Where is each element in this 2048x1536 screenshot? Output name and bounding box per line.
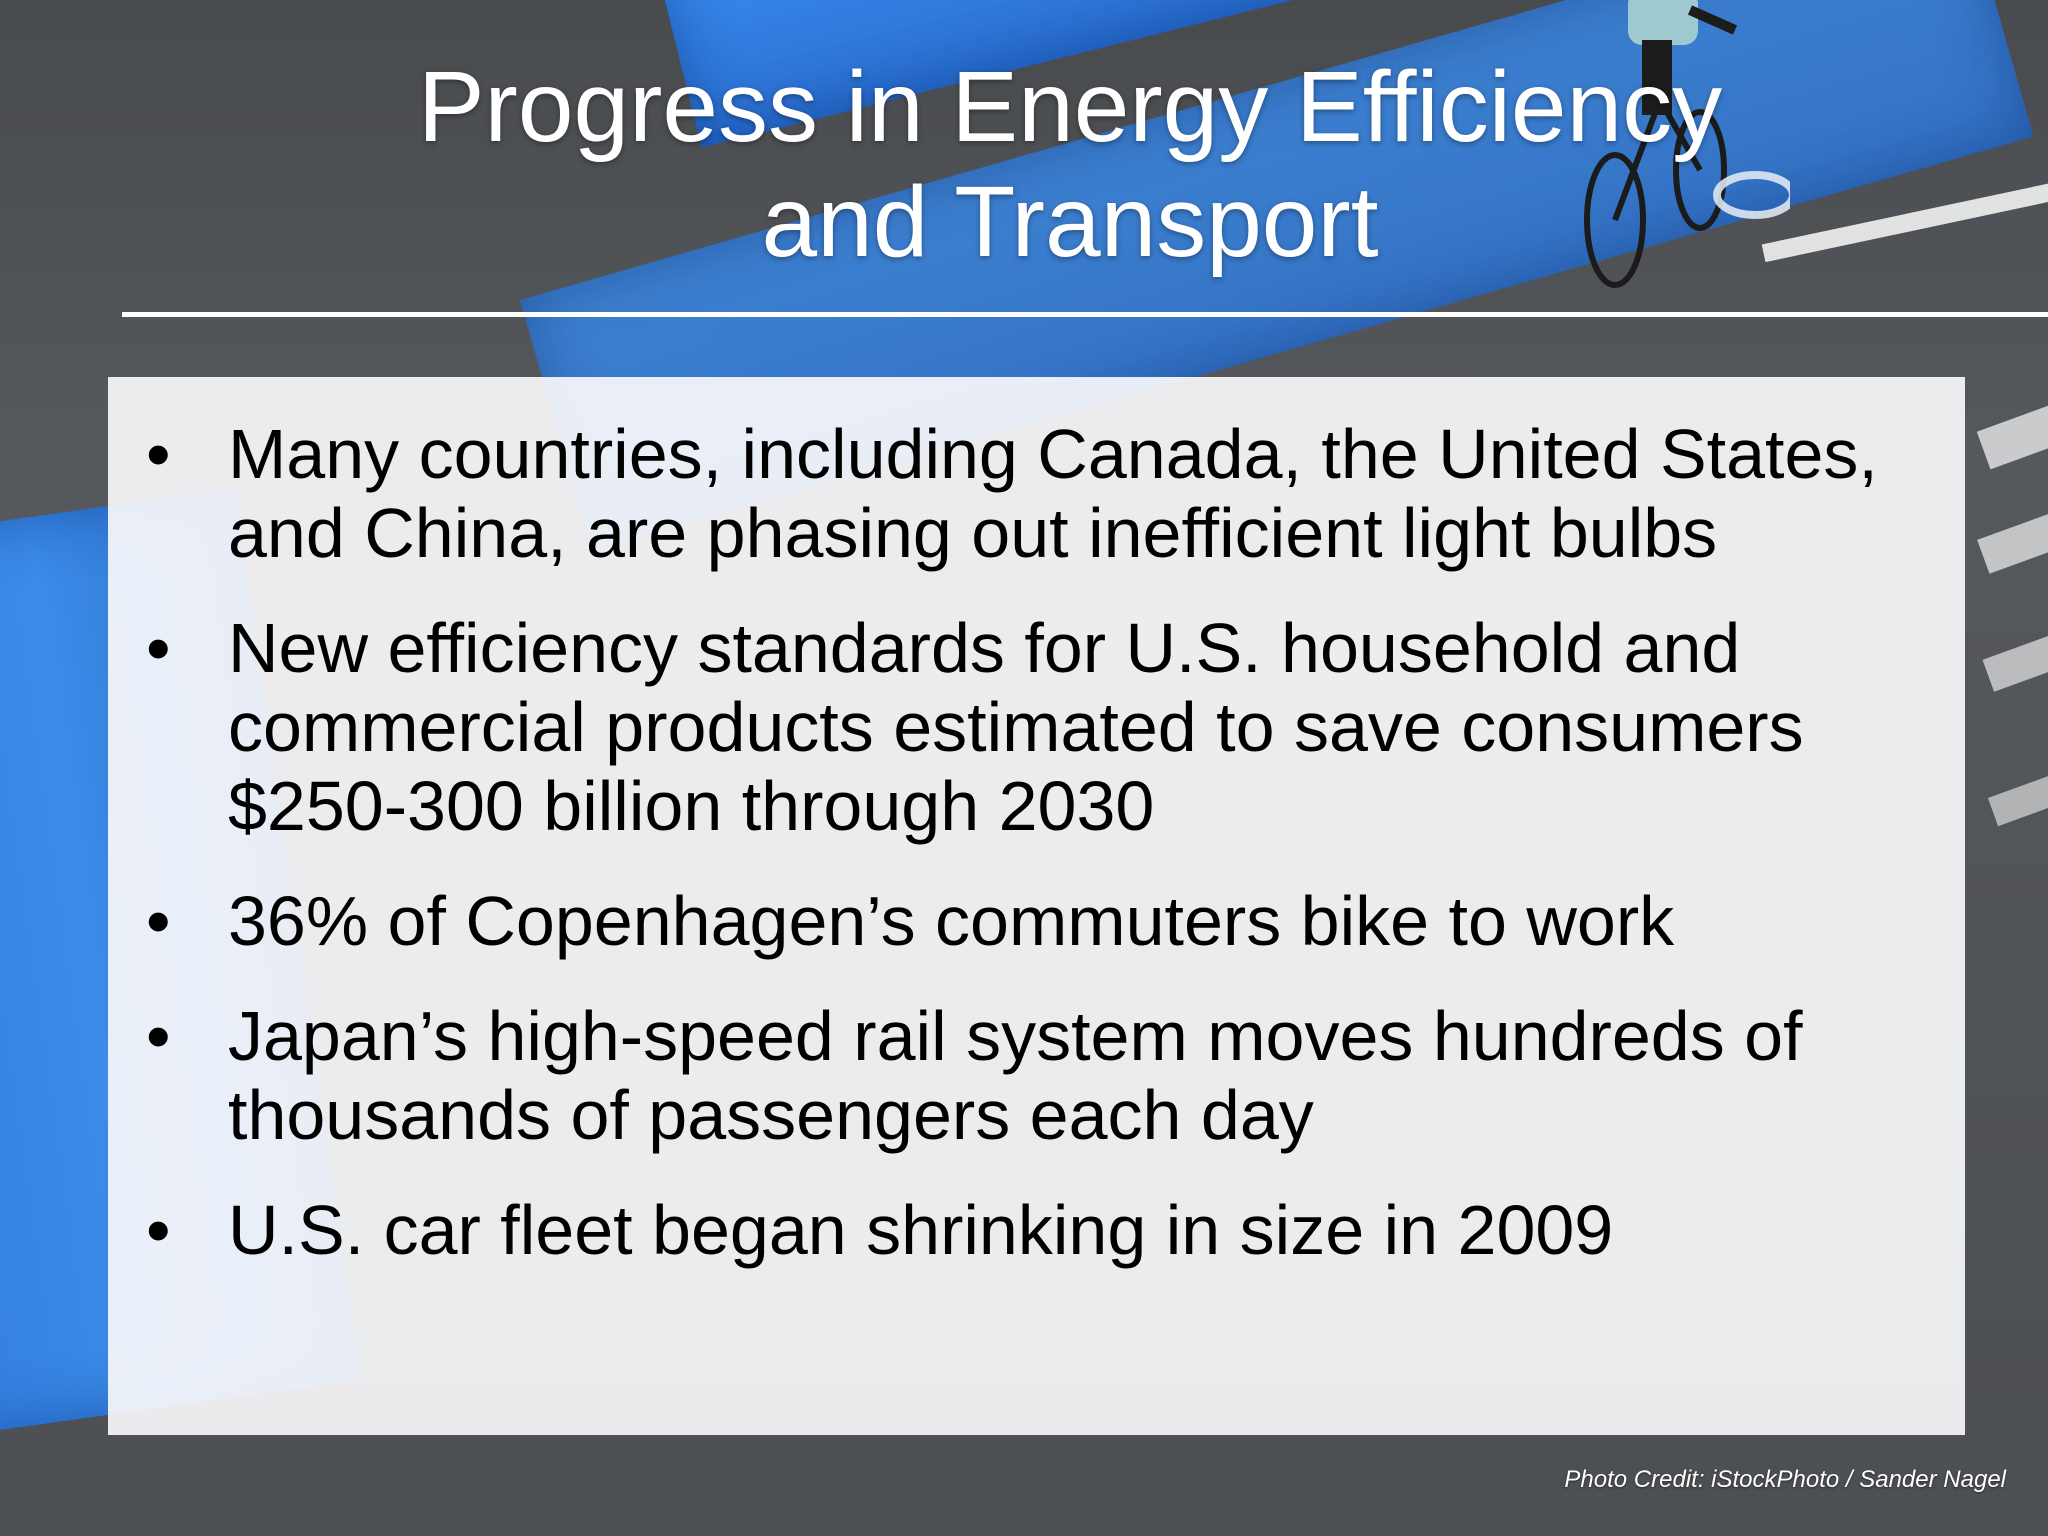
bullet-item: • Many countries, including Canada, the … — [108, 415, 1905, 573]
bullet-text: 36% of Copenhagen’s commuters bike to wo… — [228, 882, 1675, 960]
bullet-list: • Many countries, including Canada, the … — [108, 377, 1965, 1270]
slide-title: Progress in Energy Efficiency and Transp… — [100, 50, 2040, 280]
bullet-dot-icon: • — [146, 882, 171, 960]
bullet-dot-icon: • — [146, 997, 171, 1075]
bullet-text: New efficiency standards for U.S. househ… — [228, 609, 1804, 845]
bullet-text: Japan’s high-speed rail system moves hun… — [228, 997, 1803, 1154]
bullet-text: Many countries, including Canada, the Un… — [228, 415, 1878, 572]
content-box: • Many countries, including Canada, the … — [108, 377, 1965, 1435]
road-marking — [1987, 763, 2048, 827]
bullet-dot-icon: • — [146, 415, 171, 493]
road-marking — [1976, 390, 2048, 470]
road-marking — [1977, 502, 2048, 574]
cyclist-icon — [1584, 0, 1790, 288]
title-divider — [122, 312, 2048, 317]
bullet-dot-icon: • — [146, 1191, 171, 1269]
road-marking — [1982, 622, 2048, 692]
bullet-item: • New efficiency standards for U.S. hous… — [108, 609, 1905, 846]
bullet-item: • U.S. car fleet began shrinking in size… — [108, 1191, 1905, 1270]
bullet-dot-icon: • — [146, 609, 171, 687]
title-line: and Transport — [761, 166, 1379, 278]
bullet-item: • 36% of Copenhagen’s commuters bike to … — [108, 882, 1905, 961]
title-line: Progress in Energy Efficiency — [417, 51, 1723, 163]
bullet-item: • Japan’s high-speed rail system moves h… — [108, 997, 1905, 1155]
bullet-text: U.S. car fleet began shrinking in size i… — [228, 1191, 1614, 1269]
photo-credit: Photo Credit: iStockPhoto / Sander Nagel — [1564, 1466, 2006, 1493]
